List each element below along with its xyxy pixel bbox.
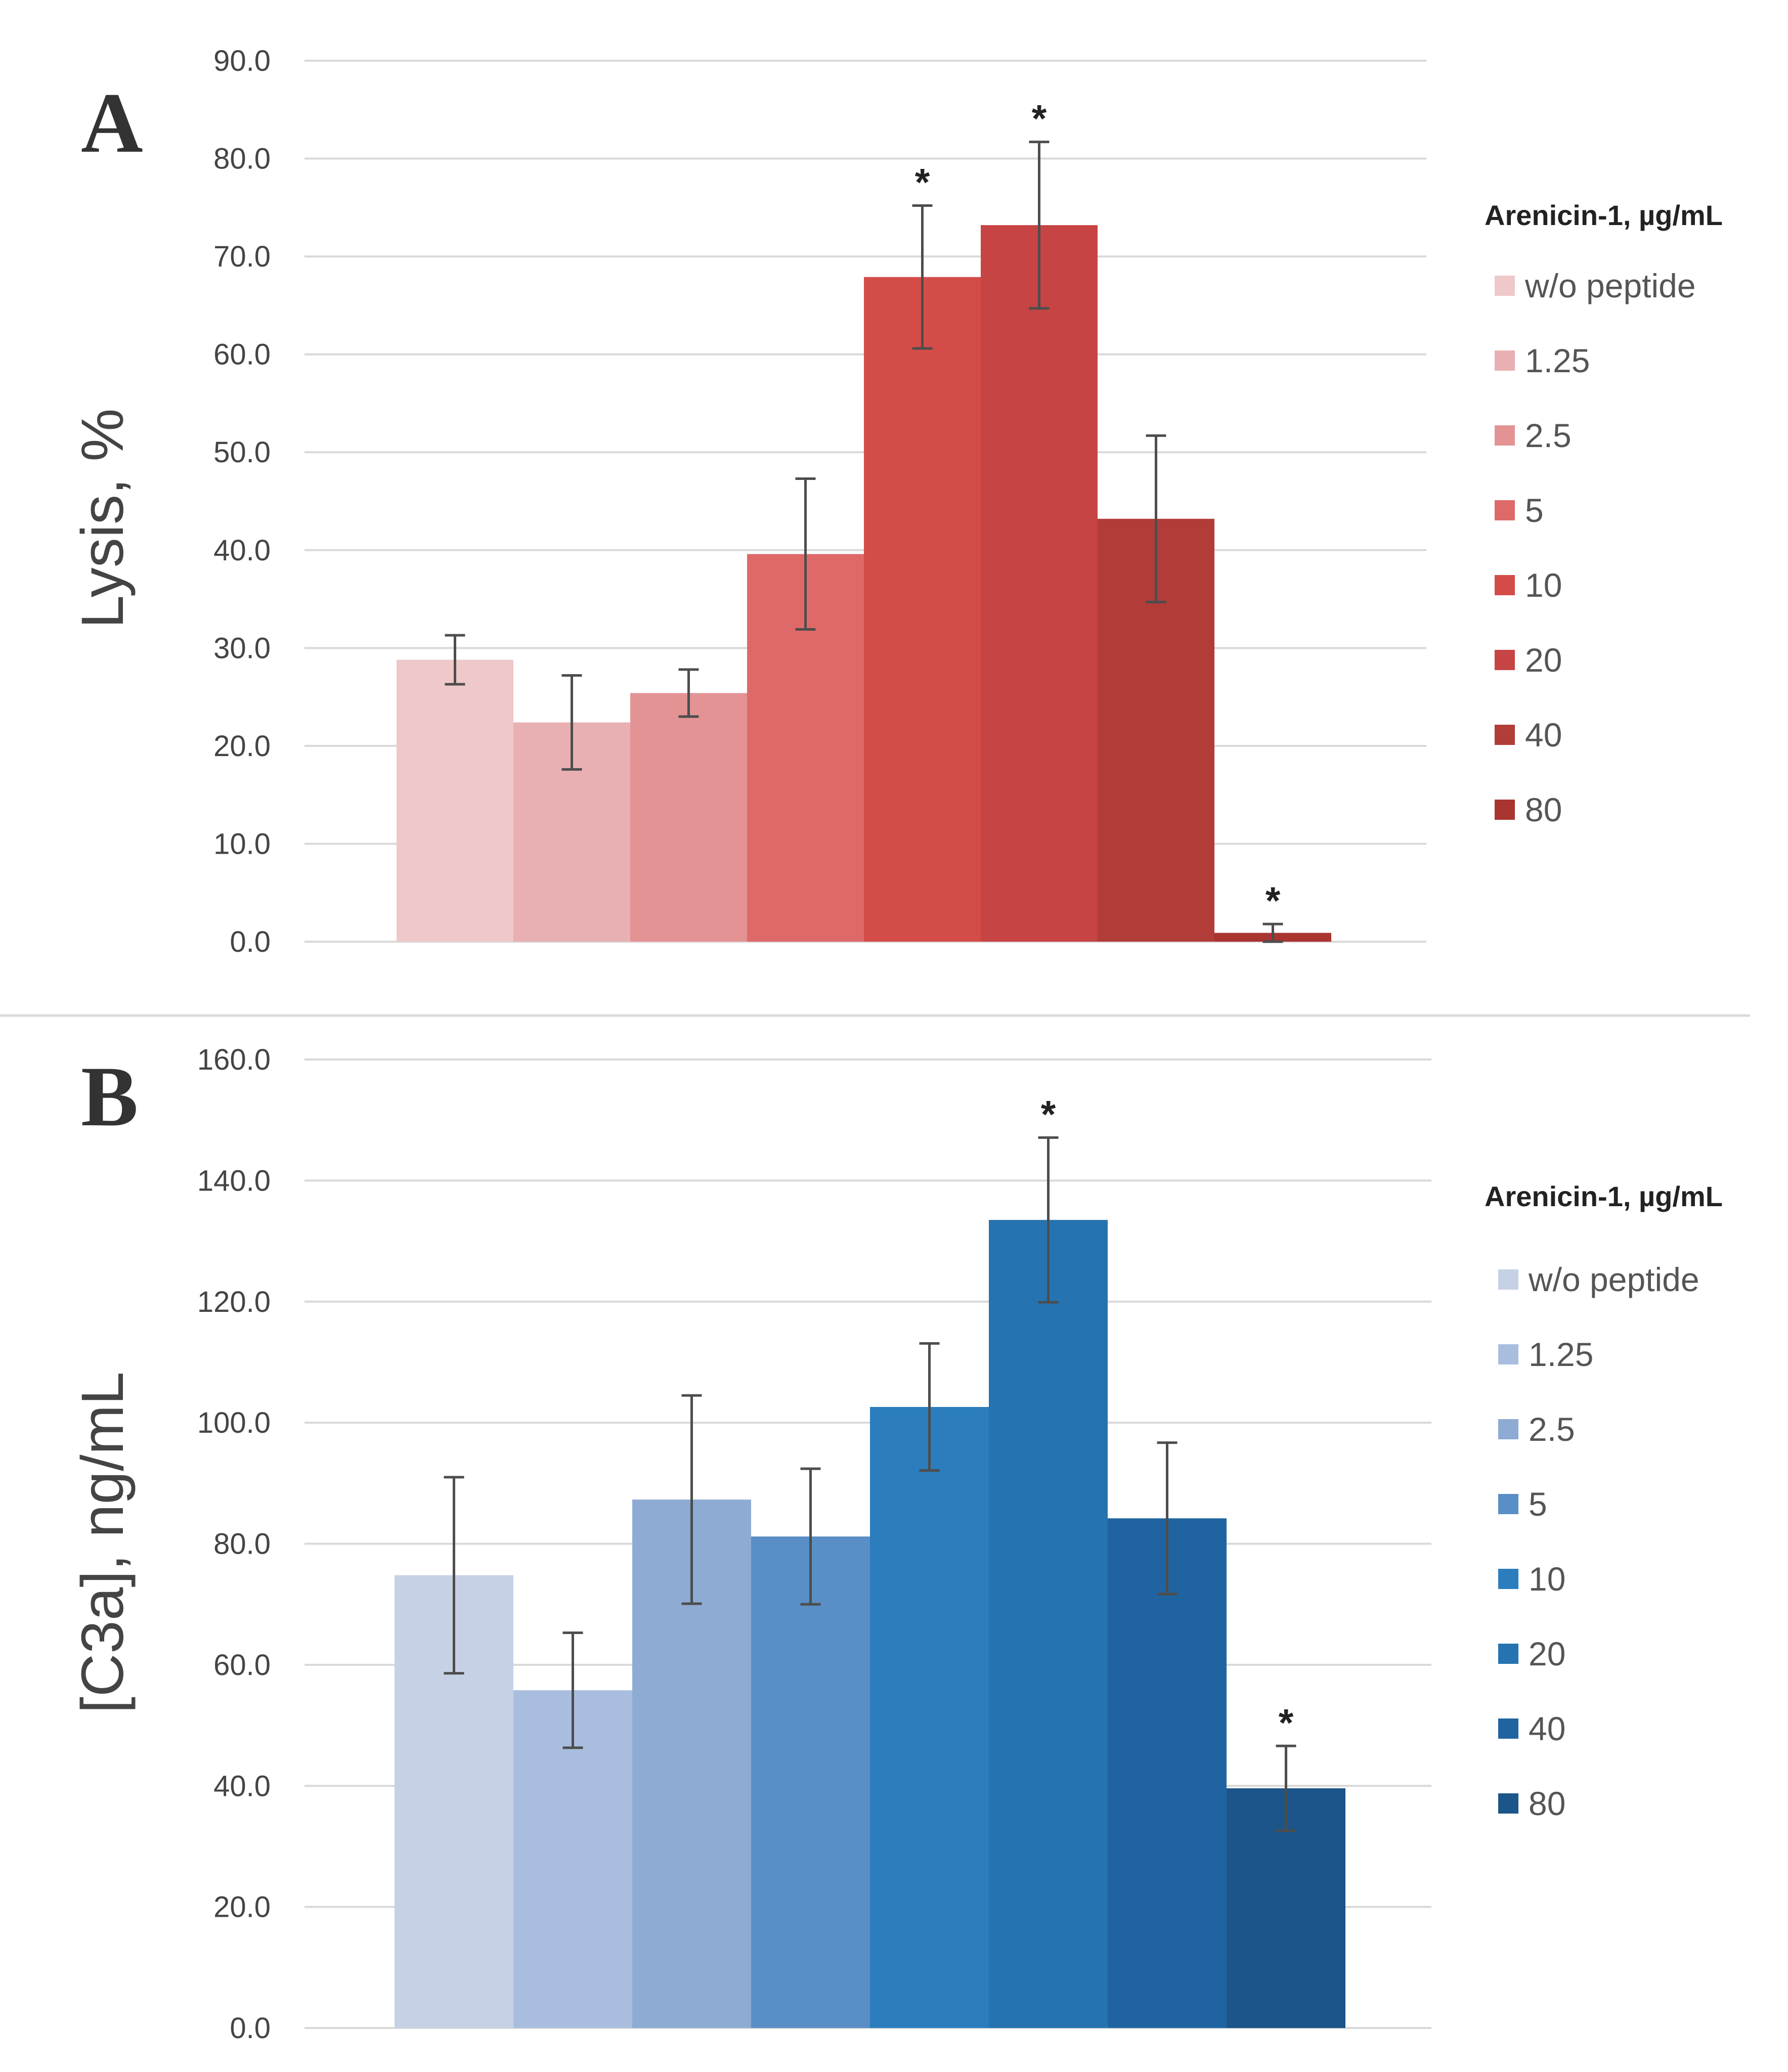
panel-b-error-bar-4 (800, 1467, 821, 1606)
panel-a-legend-swatch-5 (1495, 575, 1515, 595)
panel-a-legend-label-8: 80 (1525, 791, 1562, 828)
panel-a-bar-1 (397, 659, 513, 942)
panel-b-y-tick-label: 60.0 (213, 1649, 271, 1682)
panel-a-y-tick-label: 20.0 (213, 730, 271, 763)
panel-b-y-tick-label: 100.0 (197, 1406, 271, 1439)
panel-a-significance-star-6: * (1032, 98, 1047, 141)
panel-b-error-bar-2 (562, 1631, 583, 1749)
panel-b-error-bar-1 (444, 1476, 464, 1675)
panel-b-bar-4 (751, 1536, 870, 2028)
panel-b-y-tick-label: 40.0 (213, 1770, 271, 1802)
panel-a-bar-3 (630, 693, 747, 942)
panel-b-significance-star-6: * (1041, 1093, 1056, 1136)
panel-b-error-bars (444, 1136, 1296, 1832)
panel-a-error-bars (445, 141, 1283, 943)
panel-a-legend-swatch-4 (1495, 500, 1515, 520)
panel-b-letter: B (81, 1049, 138, 1144)
panel-a-y-tick-label: 10.0 (213, 827, 271, 860)
panel-b-bar-6 (989, 1220, 1108, 2028)
panel-b-error-bar-6 (1038, 1136, 1059, 1304)
panel-b-y-tick-label: 160.0 (197, 1043, 271, 1076)
panel-a-legend: Arenicin-1, µg/mL w/o peptide 1.25 2.5 5 10 2… (1485, 199, 1723, 828)
panel-b-significance-star-8: * (1279, 1701, 1294, 1744)
panel-a-legend-label-3: 2.5 (1525, 417, 1572, 454)
panel-b-legend-swatch-5 (1498, 1569, 1518, 1589)
panel-b-y-tick-label: 0.0 (230, 2012, 271, 2045)
panel-b-y-axis-title: [C3a], ng/mL (69, 1372, 136, 1713)
panel-a-legend-label-2: 1.25 (1525, 342, 1590, 379)
panel-b-legend-label-4: 5 (1529, 1485, 1547, 1523)
panel-b-legend-swatch-6 (1498, 1644, 1518, 1664)
panel-b-error-bar-3 (681, 1394, 702, 1605)
panel-a-y-tick-label: 30.0 (213, 632, 271, 665)
panel-b-y-tick-label: 120.0 (197, 1286, 271, 1318)
panel-a-significance-star-5: * (915, 161, 930, 204)
panel-b-error-bar-7 (1157, 1441, 1178, 1596)
panel-b-legend-title: Arenicin-1, µg/mL (1485, 1180, 1723, 1212)
panel-a-bar-6 (981, 225, 1098, 942)
panel-a-bar-5 (864, 277, 981, 942)
panel-a-legend-label-1: w/o peptide (1524, 267, 1696, 304)
panel-a-significance-star-8: * (1266, 879, 1281, 922)
panel-a-legend-swatch-1 (1495, 276, 1515, 296)
panel-a-y-tick-label: 50.0 (213, 436, 271, 469)
panel-a-error-bar-7 (1146, 434, 1166, 603)
panel-a-y-tick-label: 0.0 (230, 925, 271, 958)
panel-a-legend-title: Arenicin-1, µg/mL (1485, 199, 1723, 231)
panel-a-legend-swatch-3 (1495, 425, 1515, 446)
panel-b-legend-swatch-7 (1498, 1718, 1518, 1739)
panel-a-error-bar-6 (1029, 141, 1050, 310)
panel-a-letter: A (81, 75, 143, 170)
panel-a-error-bar-5 (912, 204, 933, 350)
panel-a-error-bar-3 (678, 668, 699, 718)
panel-a-error-bar-1 (445, 634, 465, 686)
panel-a-y-tick-label: 40.0 (213, 534, 271, 567)
panel-b-significance: ** (1041, 1093, 1294, 1744)
panel-a-legend-label-5: 10 (1525, 566, 1562, 604)
panel-b-legend-label-1: w/o peptide (1528, 1261, 1699, 1298)
panel-a-legend-label-4: 5 (1525, 492, 1544, 529)
panel-b-legend-swatch-8 (1498, 1793, 1518, 1814)
panel-b-legend-label-3: 2.5 (1529, 1410, 1575, 1448)
panel-a-y-axis-title: Lysis, % (69, 409, 136, 629)
panel-a-y-tick-label: 90.0 (213, 45, 271, 77)
panel-a-legend-swatch-8 (1495, 800, 1515, 820)
panel-b-error-bar-8 (1276, 1744, 1296, 1832)
panel-a-error-bar-2 (561, 674, 582, 771)
panel-b-legend: Arenicin-1, µg/mL w/o peptide 1.25 2.5 5 10 2… (1485, 1180, 1723, 1822)
panel-b-legend-swatch-3 (1498, 1419, 1518, 1439)
panel-b-bars (395, 1220, 1345, 2028)
panel-a-error-bar-4 (795, 477, 816, 631)
panel-b-legend-swatch-4 (1498, 1494, 1518, 1514)
panel-b-y-tick-label: 20.0 (213, 1891, 271, 1924)
panel-b-legend-label-2: 1.25 (1529, 1336, 1593, 1373)
panel-b-bar-7 (1108, 1518, 1227, 2028)
panel-a-y-tick-label: 80.0 (213, 143, 271, 175)
panel-b-legend-label-5: 10 (1529, 1560, 1565, 1598)
panel-b: B [C3a], ng/mL 0.0 20.0 40.0 60.0 80.0 100.0 1… (69, 1043, 1723, 2045)
panel-a-legend-swatch-7 (1495, 725, 1515, 745)
panel-b-error-bar-5 (919, 1342, 940, 1472)
panel-b-y-tick-labels: 0.0 20.0 40.0 60.0 80.0 100.0 120.0 140.0 160.0 (197, 1043, 271, 2045)
panel-a-y-tick-label: 60.0 (213, 338, 271, 371)
panel-a-legend-label-7: 40 (1525, 716, 1562, 754)
panel-a-legend-swatch-2 (1495, 350, 1515, 371)
panel-b-y-tick-label: 140.0 (197, 1164, 271, 1197)
panel-b-bar-5 (870, 1407, 989, 2028)
panel-b-legend-label-6: 20 (1529, 1635, 1565, 1672)
panel-b-legend-label-7: 40 (1529, 1710, 1565, 1747)
panel-a: A Lysis, % 0.0 10.0 20.0 30.0 40.0 50.0 60.0 70… (69, 45, 1723, 958)
panel-a-error-bar-8 (1262, 922, 1283, 943)
panel-b-legend-swatch-2 (1498, 1344, 1518, 1364)
panel-a-significance: * * * (915, 98, 1281, 923)
panel-a-y-tick-labels: 0.0 10.0 20.0 30.0 40.0 50.0 60.0 70.0 80.0 90.0 (213, 45, 271, 958)
panel-b-legend-swatch-1 (1498, 1269, 1518, 1290)
panel-a-legend-label-6: 20 (1525, 641, 1562, 679)
panel-a-legend-swatch-6 (1495, 650, 1515, 670)
panel-b-legend-label-8: 80 (1529, 1785, 1565, 1822)
panel-a-y-tick-label: 70.0 (213, 240, 271, 273)
panel-b-y-tick-label: 80.0 (213, 1528, 271, 1561)
